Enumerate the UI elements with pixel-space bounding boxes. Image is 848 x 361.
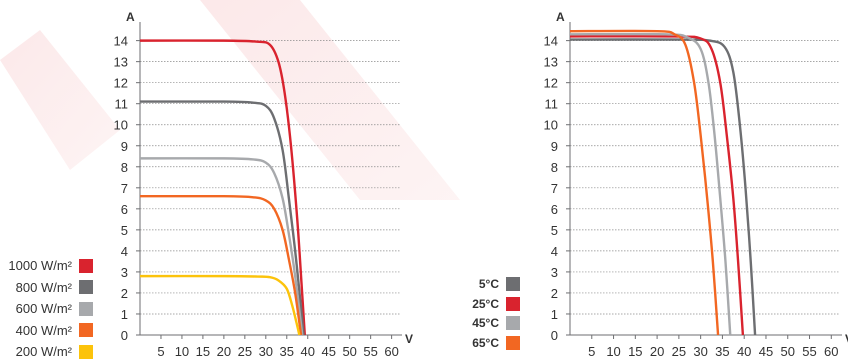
y-tick-label: 3	[551, 265, 558, 280]
legend-item: 45°C	[472, 316, 520, 330]
x-tick-label: 25	[672, 344, 686, 359]
y-tick-label: 12	[114, 76, 128, 91]
y-tick-label: 13	[544, 55, 558, 70]
y-tick-label: 4	[121, 244, 128, 259]
legend-item: 200 W/m²	[16, 344, 93, 359]
x-tick-label: 15	[628, 344, 642, 359]
x-tick-label: 30	[259, 344, 273, 359]
x-tick-label: 60	[384, 344, 398, 359]
x-tick-label: 35	[280, 344, 294, 359]
legend-swatch	[506, 296, 520, 311]
y-tick-label: 10	[114, 118, 128, 133]
series-line-4	[139, 274, 301, 336]
x-tick-label: 40	[737, 344, 751, 359]
y-tick-label: 1	[121, 307, 128, 322]
legend-swatch	[506, 316, 520, 330]
y-tick-label: 8	[121, 160, 128, 175]
x-tick-label: 35	[715, 344, 729, 359]
y-tick-label: 4	[551, 244, 558, 259]
legend-label: 5°C	[478, 277, 499, 291]
y-tick-label: 6	[121, 202, 128, 217]
legend-label: 65°C	[472, 335, 499, 350]
x-tick-label: 50	[342, 344, 356, 359]
y-tick-label: 1	[551, 307, 558, 322]
x-tick-label: 45	[759, 344, 773, 359]
y-tick-label: 0	[551, 328, 558, 343]
x-tick-label: 55	[363, 344, 377, 359]
y-tick-label: 2	[551, 286, 558, 301]
series-line-0	[569, 38, 757, 336]
legend-swatch	[506, 335, 520, 350]
x-tick-label: 50	[781, 344, 795, 359]
x-tick-label: 60	[824, 344, 838, 359]
y-tick-label: 11	[545, 97, 559, 112]
x-tick-label: 15	[196, 344, 210, 359]
y-tick-label: 3	[121, 265, 128, 280]
legend-item: 25°C	[472, 296, 520, 311]
y-tick-label: 10	[544, 118, 558, 133]
series-line-2	[139, 157, 304, 336]
x-tick-label: 20	[217, 344, 231, 359]
series-line-0	[139, 39, 307, 336]
legend-label: 800 W/m²	[15, 279, 72, 295]
legend-swatch	[79, 323, 93, 337]
series-line-3	[569, 29, 720, 336]
x-tick-label: 5	[157, 344, 164, 359]
y-tick-label: 7	[551, 181, 558, 196]
legend-swatch	[79, 258, 93, 273]
x-tick-label: 10	[606, 344, 620, 359]
x-tick-label: 5	[588, 344, 595, 359]
series-line-1	[139, 100, 305, 336]
y-tick-label: 14	[114, 34, 128, 49]
y-tick-label: 11	[115, 97, 129, 112]
y-tick-label: 6	[551, 202, 558, 217]
series-line-2	[569, 32, 732, 336]
x-tick-label: 55	[802, 344, 816, 359]
legend-swatch	[506, 277, 520, 291]
y-tick-label: 0	[121, 328, 128, 343]
y-axis-label: A	[126, 10, 135, 24]
x-axis-label: V	[845, 332, 848, 346]
x-tick-label: 30	[693, 344, 707, 359]
series-line-3	[139, 194, 303, 336]
legend-item: 600 W/m²	[16, 301, 93, 316]
y-tick-label: 8	[551, 160, 558, 175]
x-tick-label: 25	[238, 344, 252, 359]
x-tick-label: 40	[301, 344, 315, 359]
y-tick-label: 5	[121, 223, 128, 238]
legend-label: 200 W/m²	[15, 344, 72, 359]
y-axis-label: A	[556, 10, 565, 24]
y-tick-label: 12	[544, 76, 558, 91]
series-line-1	[569, 35, 745, 336]
x-axis-label: V	[405, 332, 413, 346]
y-tick-label: 13	[114, 55, 128, 70]
watermark-shape	[0, 0, 460, 200]
y-tick-label: 5	[551, 223, 558, 238]
y-tick-label: 7	[121, 181, 128, 196]
y-tick-label: 2	[121, 286, 128, 301]
x-tick-label: 45	[321, 344, 335, 359]
legend-label: 400 W/m²	[15, 322, 72, 338]
legend-item: 5°C	[479, 277, 520, 291]
legend-label: 600 W/m²	[15, 301, 72, 316]
x-tick-label: 20	[650, 344, 664, 359]
legend-item: 1000 W/m²	[8, 258, 93, 273]
x-tick-label: 10	[175, 344, 189, 359]
legend-item: 65°C	[472, 335, 520, 350]
y-tick-label: 9	[551, 139, 558, 154]
legend-swatch	[79, 301, 93, 316]
legend-swatch	[79, 280, 93, 294]
legend-label: 1000 W/m²	[8, 258, 72, 273]
legend-item: 400 W/m²	[16, 323, 93, 338]
legend-item: 800 W/m²	[16, 280, 93, 295]
legend-label: 25°C	[472, 296, 499, 311]
legend-label: 45°C	[472, 316, 499, 330]
legend-swatch	[79, 344, 93, 359]
y-tick-label: 9	[121, 139, 128, 154]
y-tick-label: 14	[544, 34, 558, 49]
